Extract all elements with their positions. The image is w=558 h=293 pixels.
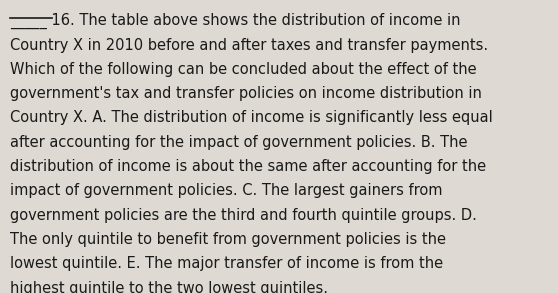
Text: highest quintile to the two lowest quintiles.: highest quintile to the two lowest quint… [10,281,328,293]
Text: lowest quintile. E. The major transfer of income is from the: lowest quintile. E. The major transfer o… [10,256,443,271]
Text: Country X in 2010 before and after taxes and transfer payments.: Country X in 2010 before and after taxes… [10,38,488,52]
Text: government policies are the third and fourth quintile groups. D.: government policies are the third and fo… [10,208,477,223]
Text: government's tax and transfer policies on income distribution in: government's tax and transfer policies o… [10,86,482,101]
Text: _____ 16. The table above shows the distribution of income in: _____ 16. The table above shows the dist… [10,13,460,29]
Text: The only quintile to benefit from government policies is the: The only quintile to benefit from govern… [10,232,446,247]
Text: after accounting for the impact of government policies. B. The: after accounting for the impact of gover… [10,135,468,150]
Text: distribution of income is about the same after accounting for the: distribution of income is about the same… [10,159,486,174]
Text: Which of the following can be concluded about the effect of the: Which of the following can be concluded … [10,62,477,77]
Text: Country X. A. The distribution of income is significantly less equal: Country X. A. The distribution of income… [10,110,493,125]
Text: impact of government policies. C. The largest gainers from: impact of government policies. C. The la… [10,183,442,198]
